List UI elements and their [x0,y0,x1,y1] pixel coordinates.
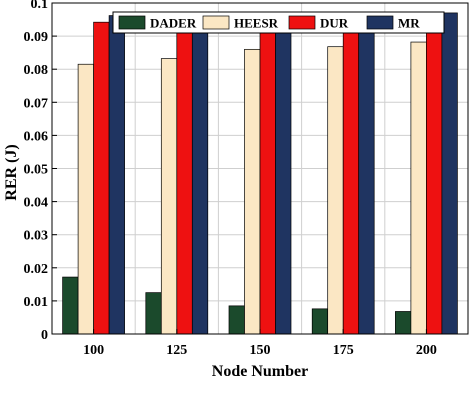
bar-heesr-125 [160,58,178,335]
legend-swatch-mr [366,15,394,30]
bar-heesr-175 [327,46,344,335]
legend-swatch-dader [118,15,146,30]
bar-dader-200 [395,311,412,335]
y-axis-title: RER (J) [3,144,20,200]
y-tick-label: 0.08 [24,63,49,78]
x-tick-label: 200 [416,343,437,358]
legend-swatch-heesr [202,15,230,30]
bar-dader-150 [228,305,245,335]
y-tick-label: 0.05 [24,163,49,178]
legend-box [112,11,445,34]
x-tick-label: 100 [83,343,104,358]
y-tick-label: 0.01 [24,295,49,310]
bar-mr-175 [358,12,375,335]
bar-mr-125 [191,13,209,335]
y-tick-label: 0 [41,328,48,343]
y-tick-label: 0.07 [24,96,49,111]
bar-dader-125 [145,292,162,335]
bar-dur-100 [93,21,110,335]
bar-dur-125 [176,21,193,335]
bars [62,12,458,335]
y-tick-label: 0.1 [31,0,49,12]
bar-dur-200 [426,20,443,335]
bar-dur-150 [259,20,276,335]
legend-label-dur: DUR [320,16,349,31]
y-tick-label: 0.06 [24,129,49,144]
y-axis: 0 0.01 0.02 0.03 0.04 0.05 0.06 0.07 0.08 0.09 0.1 [24,0,57,343]
bar-heesr-150 [244,48,261,335]
x-tick-label: 125 [166,343,187,358]
legend: DADER HEESR DUR MR [112,11,445,34]
legend-label-heesr: HEESR [234,16,279,31]
x-tick-label: 175 [333,343,354,358]
bar-heesr-200 [410,41,427,335]
bar-dader-175 [311,308,329,335]
x-tick-label: 150 [250,343,271,358]
y-tick-label: 0.04 [24,196,49,211]
x-axis: 100 125 150 175 200 [83,329,437,358]
bar-dader-100 [62,276,79,335]
legend-label-dader: DADER [150,16,197,31]
y-tick-label: 0.09 [24,30,49,45]
bar-mr-150 [275,12,292,335]
bar-heesr-100 [77,63,94,335]
y-tick-label: 0.03 [24,229,49,244]
bar-mr-100 [108,15,125,335]
legend-label-mr: MR [398,16,420,31]
legend-swatch-dur [288,15,316,30]
x-axis-title: Node Number [212,363,308,380]
bar-dur-175 [342,20,360,335]
bar-mr-200 [441,12,458,335]
y-tick-label: 0.02 [24,262,49,277]
